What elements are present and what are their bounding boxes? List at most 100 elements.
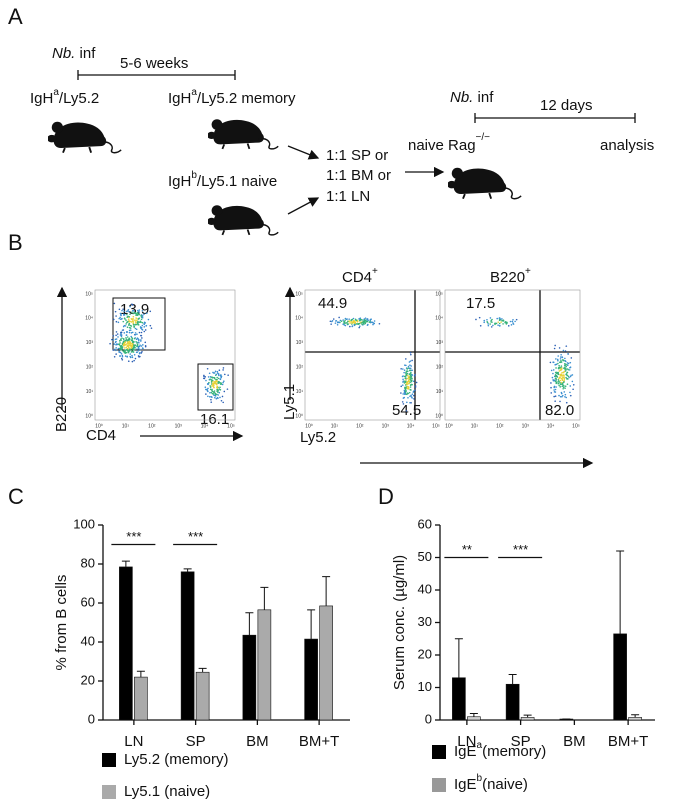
event-dot (141, 316, 144, 319)
event-dot (405, 364, 407, 367)
event-dot (409, 369, 412, 372)
event-dot (123, 317, 126, 319)
event-dot (120, 346, 123, 349)
event-dot (124, 349, 127, 351)
event-dot (140, 314, 142, 317)
event-dot (222, 367, 225, 369)
bar (319, 605, 333, 721)
event-dot (120, 331, 122, 334)
y-axis-label: % from B cells (53, 575, 70, 671)
event-dot (209, 385, 211, 387)
event-dot (412, 394, 415, 397)
event-dot (515, 318, 518, 321)
error-bar (121, 560, 130, 567)
axis-label: Ly5.1 (281, 384, 298, 420)
event-dot (558, 364, 560, 367)
event-dot (558, 384, 560, 387)
event-dot (115, 347, 117, 349)
event-dot (115, 334, 117, 337)
event-dot (498, 325, 501, 327)
event-dot (135, 328, 138, 331)
event-dot (559, 356, 562, 358)
axis-tick-label: 10⁴ (407, 423, 415, 429)
event-dot (121, 354, 124, 357)
event-dot (119, 344, 121, 347)
event-dot (352, 317, 355, 320)
event-dot (409, 360, 412, 362)
infection-label: Nb. inf (52, 45, 96, 62)
event-dot (132, 323, 135, 326)
event-dot (211, 380, 214, 383)
event-dot (337, 321, 339, 323)
mix-label: 1:1 LN (326, 188, 370, 205)
axis-tick-label: 10¹ (331, 423, 339, 429)
event-dot (213, 377, 216, 380)
event-dot (121, 355, 124, 358)
event-dot (123, 324, 126, 327)
event-dot (350, 320, 352, 323)
event-dot (411, 359, 413, 362)
event-dot (214, 396, 216, 399)
event-dot (402, 397, 405, 399)
event-dot (209, 395, 211, 398)
event-dot (405, 379, 407, 381)
event-dot (512, 323, 515, 325)
event-dot (401, 384, 404, 386)
axis-tick-label: 10⁵ (227, 423, 235, 429)
event-dot (130, 325, 133, 327)
event-dot (219, 386, 221, 389)
axis-tick-label: 10² (296, 365, 304, 371)
mouse-icon (208, 118, 280, 150)
event-dot (125, 323, 127, 325)
event-dot (351, 318, 354, 321)
event-dot (566, 368, 569, 370)
event-dot (128, 348, 131, 351)
event-dot (553, 379, 556, 381)
event-dot (561, 382, 564, 385)
event-dot (507, 325, 510, 327)
event-dot (124, 341, 126, 344)
event-dot (369, 319, 372, 322)
event-dot (489, 323, 491, 325)
event-dot (555, 382, 558, 385)
legend-name: Ly5.1 (naive) (124, 783, 210, 800)
event-dot (410, 394, 412, 397)
event-dot (554, 400, 556, 402)
axis-tick-label: 10³ (382, 423, 390, 429)
event-dot (126, 321, 128, 324)
event-dot (202, 377, 205, 380)
event-dot (223, 380, 225, 382)
significance-label: *** (188, 529, 203, 544)
event-dot (563, 377, 566, 380)
error-bar (136, 670, 145, 678)
event-dot (358, 318, 360, 320)
axis-tick-label: 10² (86, 365, 94, 371)
bar (467, 716, 481, 721)
x-tick-label: BM (246, 733, 269, 750)
event-dot (407, 392, 410, 395)
event-dot (220, 399, 223, 402)
event-dot (409, 386, 412, 388)
event-dot (212, 391, 215, 393)
event-dot (557, 362, 559, 365)
event-dot (564, 366, 566, 369)
event-dot (552, 372, 554, 375)
error-bar (508, 674, 517, 685)
event-dot (483, 321, 485, 324)
event-dot (124, 325, 127, 327)
event-dot (138, 311, 140, 313)
event-dot (356, 320, 359, 323)
event-dot (564, 357, 566, 360)
y-tick-label: 40 (418, 581, 432, 596)
event-dot (571, 374, 574, 376)
event-dot (335, 320, 337, 322)
event-dot (554, 375, 557, 377)
event-dot (218, 382, 221, 384)
event-dot (560, 375, 563, 377)
quadrant-frequency: 44.9 (318, 295, 347, 312)
event-dot (118, 308, 121, 311)
event-dot (112, 335, 115, 337)
event-dot (120, 334, 123, 337)
event-dot (128, 329, 131, 332)
event-dot (227, 374, 229, 376)
